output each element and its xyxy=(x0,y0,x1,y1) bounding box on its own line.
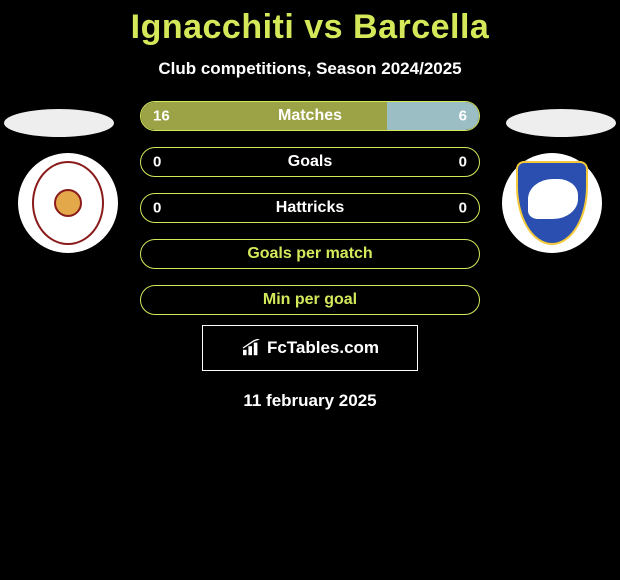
stat-fill-left xyxy=(141,102,387,130)
club-crest-left xyxy=(18,153,118,253)
empty-region xyxy=(0,450,620,580)
watermark[interactable]: FcTables.com xyxy=(202,325,418,371)
stat-label: Hattricks xyxy=(276,199,344,217)
stat-bar-goals: 0 0 Goals xyxy=(140,147,480,177)
stat-bar-goals-per-match: Goals per match xyxy=(140,239,480,269)
stat-bar-hattricks: 0 0 Hattricks xyxy=(140,193,480,223)
stat-label: Min per goal xyxy=(263,291,357,309)
stat-value-right: 0 xyxy=(459,200,467,217)
comparison-panel: 16 6 Matches 0 0 Goals 0 0 Hattricks Goals per ma… xyxy=(0,95,620,435)
stat-label: Goals xyxy=(288,153,332,171)
subtitle: Club competitions, Season 2024/2025 xyxy=(0,59,620,79)
stat-value-right: 0 xyxy=(459,154,467,171)
bar-chart-icon xyxy=(241,339,263,357)
reggiana-crest-icon xyxy=(32,161,104,245)
club-crest-right xyxy=(502,153,602,253)
player-left-placeholder xyxy=(4,109,114,137)
stat-value-left: 0 xyxy=(153,154,161,171)
page-title: Ignacchiti vs Barcella xyxy=(0,0,620,47)
comparison-bars: 16 6 Matches 0 0 Goals 0 0 Hattricks Goals per ma… xyxy=(140,101,480,331)
stat-value-left: 0 xyxy=(153,200,161,217)
stat-value-right: 6 xyxy=(459,108,467,125)
footer-date: 11 february 2025 xyxy=(243,391,376,411)
frosinone-crest-icon xyxy=(516,161,588,245)
player-right-placeholder xyxy=(506,109,616,137)
stat-label: Matches xyxy=(278,107,342,125)
watermark-text: FcTables.com xyxy=(267,338,379,358)
stat-bar-min-per-goal: Min per goal xyxy=(140,285,480,315)
stat-label: Goals per match xyxy=(247,245,372,263)
stat-value-left: 16 xyxy=(153,108,170,125)
stat-bar-matches: 16 6 Matches xyxy=(140,101,480,131)
